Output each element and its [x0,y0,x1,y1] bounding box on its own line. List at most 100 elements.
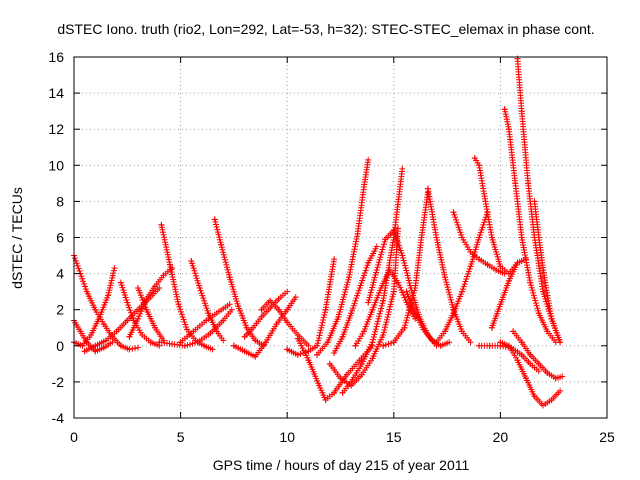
data-point [488,234,495,241]
data-point [497,339,504,346]
data-point [514,357,521,364]
data-point [218,241,225,248]
data-point [380,342,387,349]
data-point [213,328,220,335]
data-point [139,331,146,338]
data-point [514,259,521,266]
data-point [356,357,363,364]
data-point [403,288,410,295]
data-point [267,297,274,304]
data-point [343,371,350,378]
data-point [467,263,474,270]
data-point [177,339,184,346]
data-point [450,209,457,216]
data-point [284,319,291,326]
data-point [252,353,259,360]
data-point [92,342,99,349]
y-tick-label: 16 [48,49,64,65]
data-point [373,243,380,250]
data-point [100,321,107,328]
plot-area [71,55,566,409]
data-point [548,315,555,322]
data-point [459,288,466,295]
series-trace [156,308,234,349]
data-point [535,368,542,375]
data-point [390,288,397,295]
data-point [305,342,312,349]
data-point [540,288,547,295]
data-point [525,180,532,187]
data-point [284,288,291,295]
y-tick-label: 0 [56,338,64,354]
data-series [158,221,216,353]
data-series [352,266,419,349]
data-point [203,317,210,324]
data-point [316,382,323,389]
data-point [337,375,344,382]
data-point [109,339,116,346]
data-point [497,301,504,308]
grid [74,57,607,418]
data-point [201,342,208,349]
data-point [284,346,291,353]
data-point [205,310,212,317]
data-point [258,313,265,320]
data-point [314,351,321,358]
data-point [331,350,338,357]
data-point [522,375,529,382]
y-tick-label: 2 [56,302,64,318]
data-point [424,185,431,192]
data-point [399,165,406,172]
data-point [412,285,419,292]
data-point [292,294,299,301]
data-point [235,303,242,310]
data-point [126,333,133,340]
data-point [262,339,269,346]
data-point [518,234,525,241]
data-point [92,348,99,355]
data-point [557,387,564,394]
data-point [358,371,365,378]
data-point [484,261,491,268]
data-point [433,234,440,241]
y-tick-label: 14 [48,85,64,101]
data-point [252,337,259,344]
data-point [102,337,109,344]
data-point [83,288,90,295]
data-point [134,285,141,292]
data-series [134,285,167,344]
data-point [540,402,547,409]
data-point [105,292,112,299]
data-point [241,333,248,340]
data-series [331,243,380,357]
data-point [497,263,504,270]
y-tick-label: 8 [56,193,64,209]
data-point [331,389,338,396]
data-point [113,328,120,335]
data-point [369,339,376,346]
data-point [134,306,141,313]
data-point [322,306,329,313]
data-point [510,328,517,335]
data-point [331,256,338,263]
data-point [92,306,99,313]
data-point [175,301,182,308]
data-point [552,375,559,382]
data-point [501,106,508,113]
data-series [156,306,235,349]
data-point [267,304,274,311]
data-point [152,324,159,331]
data-point [399,252,406,259]
data-point [294,351,301,358]
data-point [365,156,372,163]
data-point [390,339,397,346]
x-tick-label: 10 [279,429,295,445]
data-point [559,373,566,380]
data-point [196,285,203,292]
y-tick-label: 12 [48,121,64,137]
data-point [96,313,103,320]
data-point [314,342,321,349]
x-tick-label: 5 [177,429,185,445]
series-trace [514,55,563,343]
y-tick-label: -2 [52,374,65,390]
